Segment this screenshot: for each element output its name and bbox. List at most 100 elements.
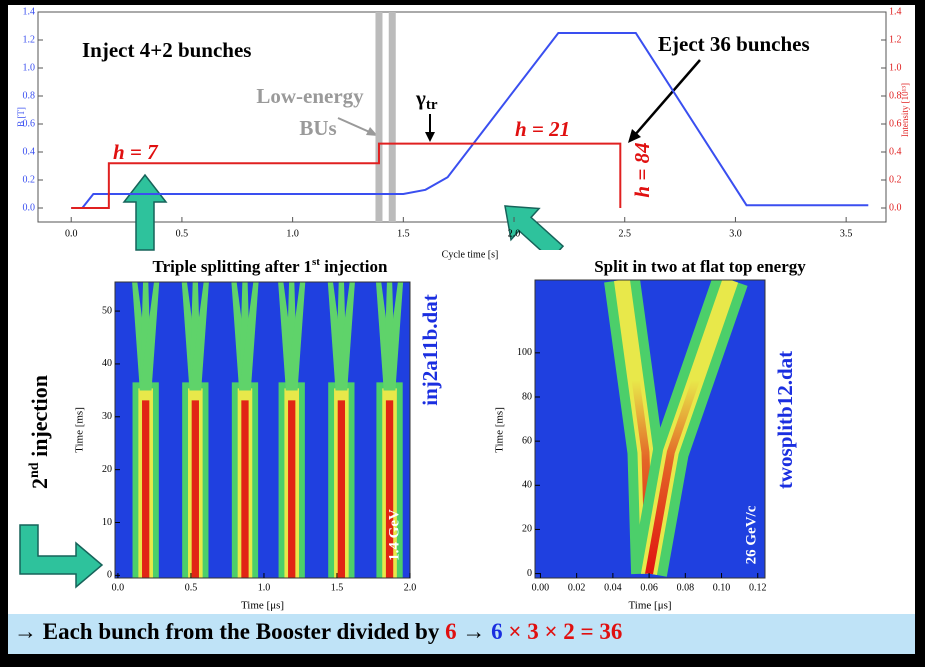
- y2-tick-label: 0.4: [889, 146, 902, 157]
- clip-top: [515, 250, 785, 280]
- y-tick-label: 0.4: [23, 146, 36, 157]
- annotation: h = 21: [515, 117, 570, 141]
- y2-tick-label: 0.0: [889, 202, 902, 213]
- x-tick-label: 1.5: [397, 228, 410, 239]
- y2-tick-label: 0.2: [889, 174, 902, 185]
- y2-tick-label: 0.8: [889, 90, 902, 101]
- bunch-finger: [383, 282, 404, 391]
- y2-tick-label: 1.4: [889, 6, 902, 17]
- x-tick-label: 2.0: [508, 228, 521, 239]
- y-tick-label: 10: [102, 517, 112, 528]
- annotation: h = 84: [630, 142, 654, 197]
- side-label: 2nd injection: [27, 375, 52, 489]
- x-tick-label: 3.5: [840, 228, 853, 239]
- bunch-finger: [335, 282, 355, 391]
- annotation: Inject 4+2 bunches: [82, 38, 251, 62]
- caption: → Each bunch from the Booster divided by…: [14, 619, 622, 644]
- x-tick-label: 2.0: [404, 582, 417, 593]
- chart-title: Triple splitting after 1st injection: [153, 256, 388, 276]
- side-label-rest: injection: [27, 375, 52, 462]
- annotation: Low-energy: [256, 84, 364, 108]
- y-tick-label: 40: [522, 480, 532, 491]
- file-label: inj2a11b.dat: [418, 294, 442, 405]
- x-axis-label: Cycle time [s]: [442, 249, 499, 260]
- annotation: Eject 36 bunches: [658, 32, 810, 56]
- y-axis-label: Time [ms]: [494, 407, 506, 453]
- y-tick-label: 50: [102, 305, 112, 316]
- arrow-head: [366, 127, 378, 136]
- caption-segment: × 3 × 2 = 36: [503, 619, 623, 644]
- bunch-peak: [288, 400, 296, 578]
- y2-axis-label: Intensity [10¹³]: [900, 83, 910, 137]
- plot-frame: [534, 279, 766, 579]
- bunch-peak: [385, 400, 394, 578]
- arrow: [633, 59, 701, 137]
- branch-peak: [645, 278, 735, 575]
- y-tick-label: 0.2: [23, 174, 36, 185]
- caption-segment: 6: [491, 619, 503, 644]
- x-tick-label: 0.5: [185, 582, 198, 593]
- title-base: Split in two at flat top energy: [594, 257, 806, 276]
- y-tick-label: 0: [107, 570, 112, 581]
- bunch-finger: [189, 282, 209, 391]
- x-tick-label: 0.02: [568, 582, 586, 593]
- bunch-finger: [239, 282, 259, 391]
- heatmap: [535, 274, 765, 578]
- x-tick-label: 0.5: [176, 228, 189, 239]
- y-tick-label: 1.0: [23, 62, 36, 73]
- annotation: h = 7: [113, 140, 159, 164]
- title-base: Triple splitting after 1: [153, 257, 312, 276]
- x-tick-label: 1.0: [286, 228, 299, 239]
- x-tick-label: 0.06: [640, 582, 658, 593]
- annotation: γtr: [415, 86, 438, 114]
- y-tick-label: 30: [102, 411, 112, 422]
- caption-segment: 6: [445, 619, 457, 644]
- top-frame: [37, 11, 887, 223]
- y2-tick-label: 1.0: [889, 62, 902, 73]
- x-tick-label: 0.12: [749, 582, 767, 593]
- x-axis-label: Time [μs]: [241, 600, 284, 612]
- y2-tick-label: 0.6: [889, 118, 902, 129]
- heatmap-bg: [115, 282, 410, 578]
- x-tick-label: 0.10: [713, 582, 731, 593]
- y-tick-label: 100: [517, 347, 532, 358]
- heatmap: [115, 282, 410, 578]
- plot-frame: [114, 281, 411, 579]
- title-rest: injection: [320, 257, 388, 276]
- y-axis-label: Time [ms]: [74, 407, 86, 453]
- title-sup: st: [312, 256, 320, 268]
- bunch-peak: [142, 400, 150, 578]
- y-tick-label: 40: [102, 358, 112, 369]
- x-tick-label: 0.0: [112, 582, 125, 593]
- y-tick-label: 20: [522, 524, 532, 535]
- caption-segment: →: [457, 619, 492, 644]
- y2-tick-label: 1.2: [889, 34, 902, 45]
- y-tick-label: 1.2: [23, 34, 36, 45]
- energy-label: 1.4 GeV: [386, 509, 402, 561]
- chart-title: Split in two at flat top energy: [594, 257, 806, 276]
- side-label-sup: nd: [27, 462, 42, 478]
- y-tick-label: 0: [527, 568, 532, 579]
- caption-band: [8, 614, 915, 654]
- x-tick-label: 1.5: [331, 582, 344, 593]
- clip-right: [765, 280, 785, 578]
- side-label-base: 2: [27, 478, 52, 489]
- y-tick-label: 0.8: [23, 90, 36, 101]
- y-tick-label: 80: [522, 391, 532, 402]
- x-tick-label: 0.00: [532, 582, 550, 593]
- y-tick-label: 1.4: [23, 6, 36, 17]
- bunch-peak: [337, 400, 346, 578]
- band: [375, 12, 383, 222]
- green-arrow: [19, 524, 104, 589]
- bunch-finger: [285, 282, 306, 391]
- y-tick-label: 60: [522, 435, 532, 446]
- y-tick-label: 20: [102, 464, 112, 475]
- y-tick-label: 0.6: [23, 118, 36, 129]
- x-tick-label: 2.5: [618, 228, 631, 239]
- energy-label: 26 GeV/c: [743, 505, 759, 564]
- caption-segment: → Each bunch from the Booster divided by: [14, 619, 445, 644]
- gamma: γ: [415, 86, 426, 110]
- arrow-head: [425, 132, 435, 142]
